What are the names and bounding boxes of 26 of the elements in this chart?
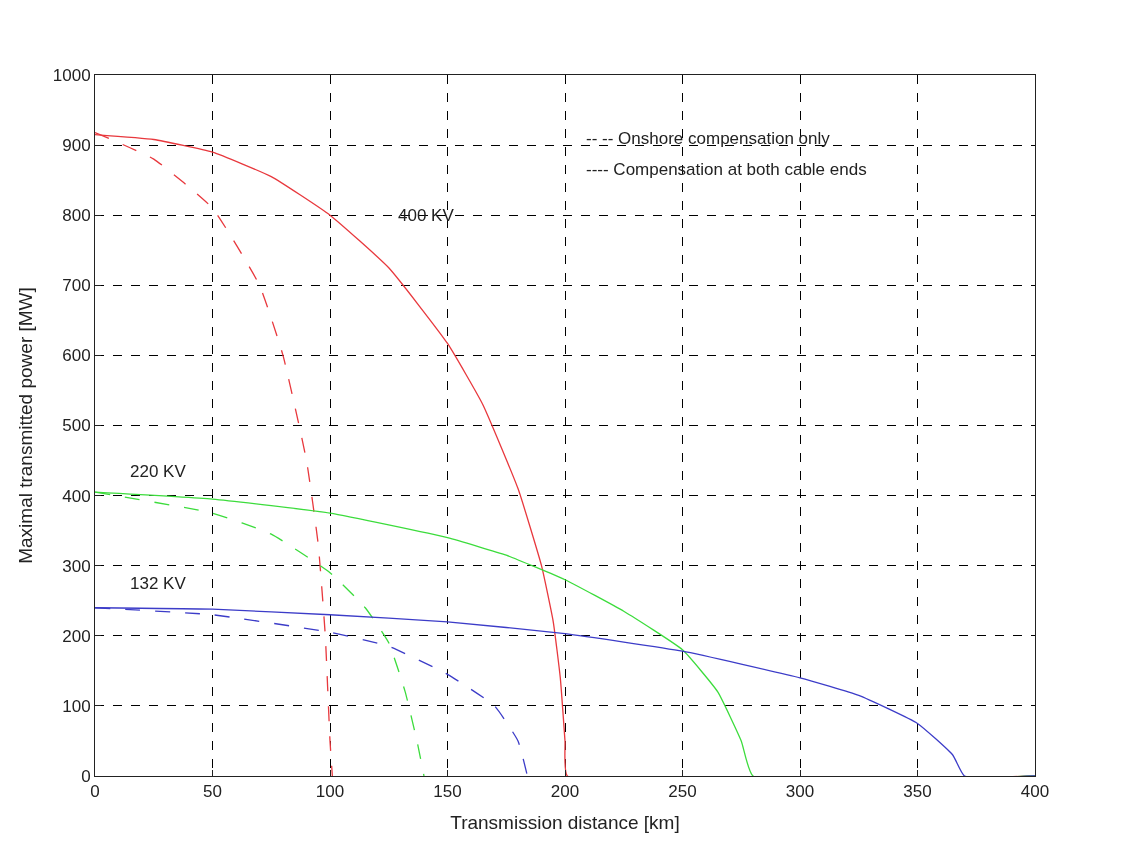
x-tick-label: 100	[315, 782, 345, 802]
x-tick-label: 200	[550, 782, 580, 802]
y-tick-label: 500	[62, 416, 91, 436]
y-tick-label: 700	[62, 276, 91, 296]
y-tick-label: 300	[62, 556, 91, 576]
x-tick-label: 50	[203, 782, 222, 802]
annotation: 132 KV	[130, 574, 187, 593]
y-axis-title: Maximal transmitted power [MW]	[14, 287, 36, 564]
y-tick-label: 1000	[52, 65, 91, 85]
x-tick-label: 150	[433, 782, 462, 802]
x-tick-label: 350	[903, 782, 932, 802]
y-tick-label: 400	[62, 486, 91, 506]
y-tick-label: 100	[62, 696, 91, 716]
x-tick-label: 250	[668, 782, 697, 802]
x-axis-title: Transmission distance [km]	[450, 812, 680, 834]
y-tick-label: 200	[62, 626, 91, 646]
y-tick-label: 0	[81, 766, 91, 786]
x-tick-label: 400	[1020, 782, 1050, 802]
annotation: 220 KV	[130, 462, 187, 481]
annotation: -- -- Onshore compensation only	[586, 129, 831, 148]
y-tick-label: 600	[62, 346, 91, 366]
x-tick-label: 300	[785, 782, 815, 802]
annotation: ---- Compensation at both cable ends	[586, 160, 867, 179]
y-tick-label: 800	[62, 206, 91, 226]
annotation: 400 KV	[398, 206, 455, 225]
y-tick-label: 900	[62, 136, 91, 156]
